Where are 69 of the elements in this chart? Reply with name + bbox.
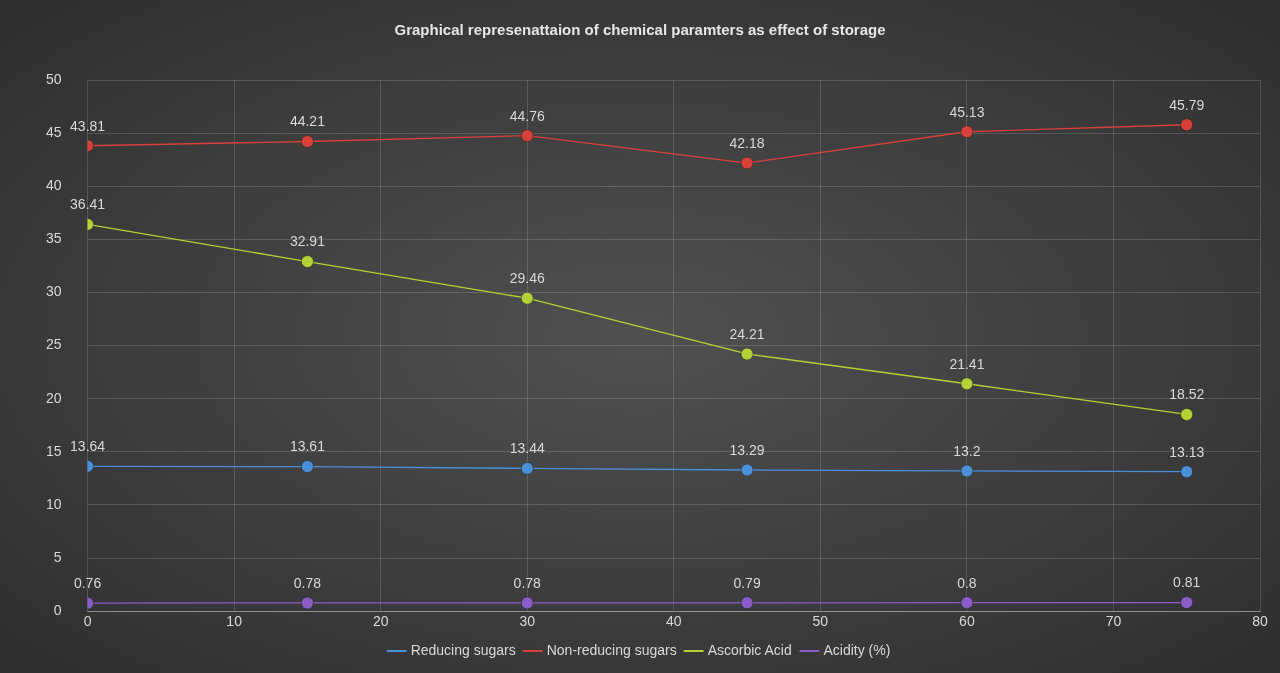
data-label: 36.41 [70, 196, 106, 213]
data-label: 0.78 [293, 574, 322, 591]
y-tick-label: 30 [45, 283, 62, 300]
y-tick-label: 35 [45, 230, 62, 247]
legend-label: Acidity (%) [823, 641, 891, 658]
data-label: 13.44 [509, 440, 545, 457]
data-label: 44.21 [289, 113, 326, 130]
data-label: 24.21 [729, 325, 765, 342]
data-label: 0.76 [73, 574, 102, 591]
legend-label: Reducing sugars [410, 641, 516, 658]
data-label: 45.13 [949, 103, 985, 120]
point [960, 596, 974, 609]
data-label: 21.41 [949, 355, 985, 372]
y-tick-label: 15 [45, 442, 62, 459]
x-tick-label: 70 [1105, 613, 1122, 630]
data-label: 13.2 [953, 442, 981, 459]
point [740, 156, 754, 170]
point [740, 463, 754, 477]
y-tick-label: 40 [45, 177, 62, 194]
point [960, 377, 974, 390]
y-tick-label: 20 [45, 389, 62, 406]
point [1180, 408, 1193, 421]
point [520, 291, 534, 305]
data-label: 13.64 [70, 438, 106, 455]
point [301, 135, 314, 148]
x-tick-label: 20 [372, 613, 389, 630]
data-label: 42.18 [729, 134, 765, 151]
x-tick-label: 10 [226, 613, 243, 630]
data-label: 0.8 [957, 574, 977, 591]
point [960, 464, 974, 478]
point [520, 129, 534, 142]
point [1180, 465, 1193, 478]
y-tick-label: 50 [45, 70, 62, 87]
point [740, 347, 754, 361]
legend-label: Non-reducing sugars [546, 641, 677, 658]
data-label: 13.61 [289, 438, 326, 455]
point [1180, 596, 1193, 609]
x-tick-label: 50 [812, 613, 829, 630]
point [301, 460, 314, 473]
y-tick-label: 5 [53, 548, 62, 565]
point [520, 596, 534, 610]
legend-label: Ascorbic Acid [707, 641, 792, 658]
data-label: 32.91 [289, 233, 326, 250]
point [1180, 118, 1193, 131]
data-label: 44.76 [509, 107, 545, 124]
data-label: 0.78 [513, 574, 542, 591]
x-tick-label: 60 [959, 613, 975, 630]
x-tick-label: 30 [519, 613, 536, 630]
data-label: 18.52 [1169, 386, 1205, 403]
y-tick-label: 45 [45, 123, 62, 140]
data-label: 0.81 [1173, 574, 1201, 591]
point [301, 596, 314, 610]
x-tick-label: 80 [1252, 613, 1268, 630]
point [520, 462, 534, 475]
chart-title: Graphical represenattaion of chemical paramters as effect of storage [394, 21, 886, 39]
data-label: 43.81 [70, 117, 106, 134]
y-tick-label: 10 [45, 495, 62, 512]
x-tick-label: 40 [666, 613, 682, 630]
data-label: 13.13 [1169, 443, 1205, 460]
data-label: 45.79 [1169, 96, 1205, 113]
data-label: 0.79 [733, 574, 761, 591]
y-tick-label: 25 [45, 336, 62, 353]
point [301, 255, 314, 268]
data-label: 29.46 [509, 270, 545, 287]
y-tick-label: 0 [53, 602, 62, 619]
data-label: 13.29 [729, 441, 765, 458]
point [740, 596, 754, 610]
x-tick-label: 0 [83, 613, 92, 630]
point [960, 125, 974, 138]
